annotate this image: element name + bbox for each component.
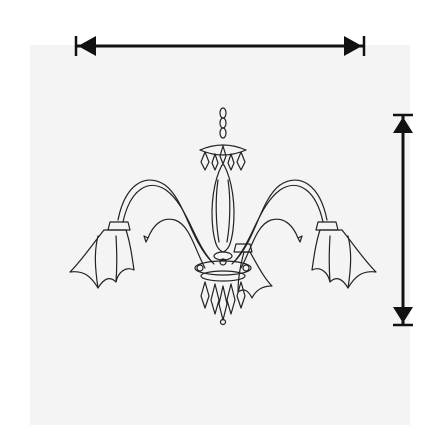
central-stem — [211, 164, 235, 261]
chandelier-icon — [69, 107, 377, 326]
right-shade — [311, 221, 377, 289]
height-dimension-arrow — [393, 113, 413, 327]
width-dimension-arrow — [74, 36, 366, 56]
center-shade — [233, 243, 273, 299]
inner-arms — [143, 218, 303, 269]
arrow-top-head-icon — [393, 117, 413, 133]
top-crown — [199, 144, 247, 171]
arrow-bottom-head-icon — [393, 307, 413, 323]
arrow-right-head-icon — [344, 36, 362, 56]
center-bowl — [194, 258, 252, 282]
left-shade — [69, 221, 135, 289]
arrow-left-head-icon — [78, 36, 96, 56]
chain — [219, 107, 227, 139]
bottom-crystals — [200, 281, 246, 326]
